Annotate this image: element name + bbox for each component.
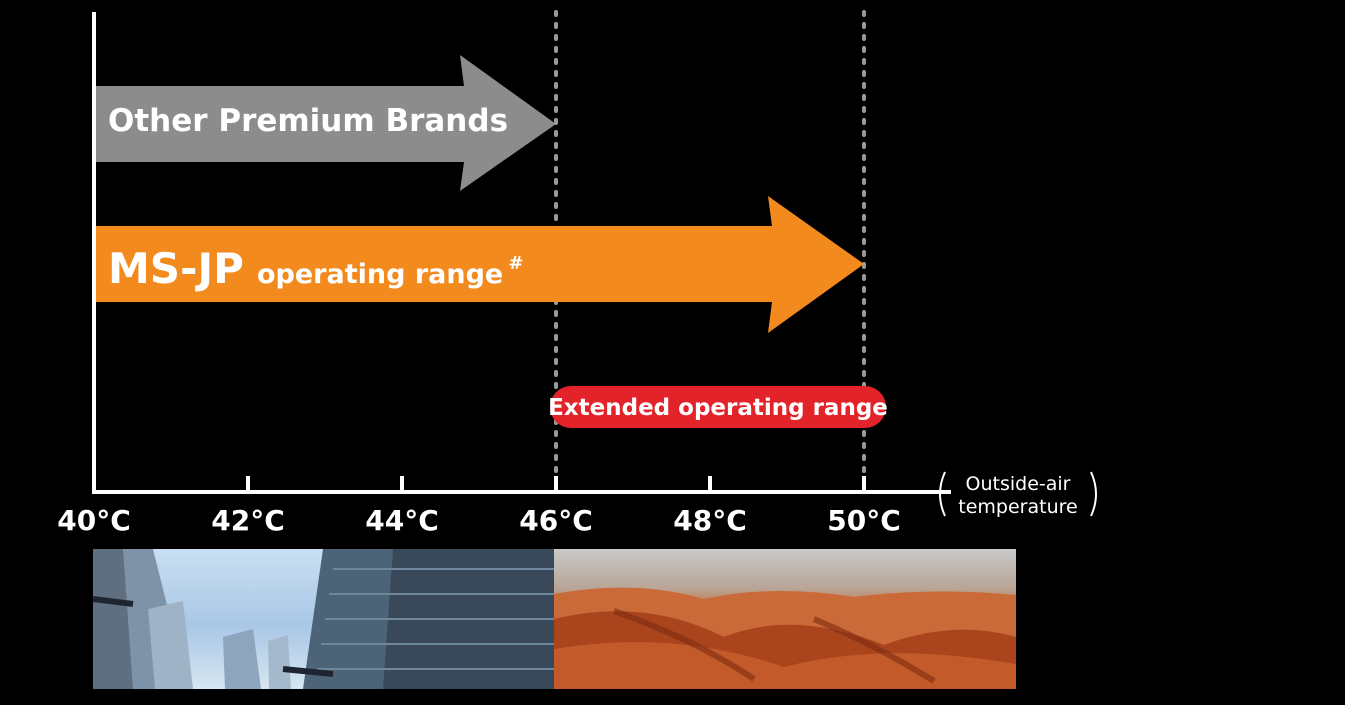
other-brands-arrow <box>94 55 556 191</box>
x-axis-title-line1: Outside-air <box>966 473 1071 495</box>
ms-jp-footnote-mark: # <box>508 253 523 274</box>
other-brands-label: Other Premium Brands <box>108 103 508 139</box>
ms-jp-label: MS-JP operating range # <box>108 244 523 293</box>
right-paren-shape <box>1090 471 1097 517</box>
x-tick-label: 40°C <box>57 504 131 537</box>
city-buildings-photo <box>93 549 554 689</box>
left-paren-shape <box>939 471 946 517</box>
operating-range-chart: Other Premium Brands MS-JP operating ran… <box>57 10 1097 537</box>
desert-dunes-photo <box>554 549 1016 689</box>
x-axis-title-line2: temperature <box>958 496 1077 518</box>
x-axis-ticks: 40°C 42°C 44°C 46°C 48°C 50°C <box>57 476 901 537</box>
x-tick-label: 44°C <box>365 504 439 537</box>
x-tick-label: 46°C <box>519 504 593 537</box>
ms-jp-brand: MS-JP <box>108 244 244 293</box>
x-tick-label: 48°C <box>673 504 747 537</box>
ms-jp-arrow <box>94 196 864 333</box>
x-tick-label: 42°C <box>211 504 285 537</box>
x-tick-label: 50°C <box>827 504 901 537</box>
ms-jp-range-text: operating range <box>257 259 503 290</box>
extended-range-label: Extended operating range <box>548 395 888 421</box>
extended-range-badge <box>550 386 886 428</box>
